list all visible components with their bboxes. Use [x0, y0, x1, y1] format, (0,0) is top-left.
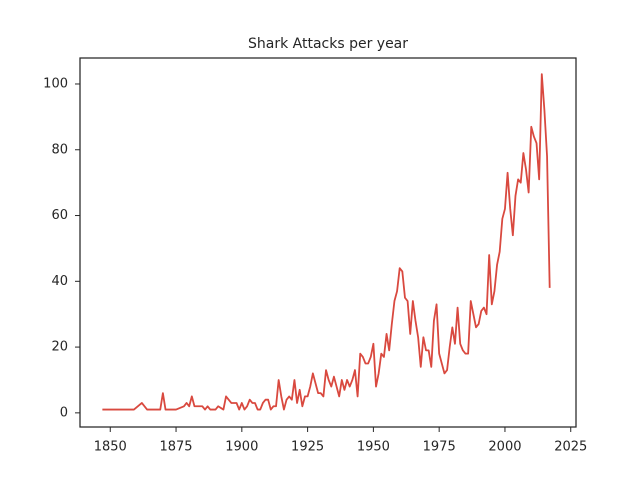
x-tick-label: 1950: [357, 440, 390, 455]
x-tick-label: 1850: [94, 440, 127, 455]
x-tick-label: 1925: [291, 440, 324, 455]
y-tick-label: 0: [60, 405, 68, 420]
y-tick-label: 100: [43, 76, 68, 91]
x-tick-label: 2025: [554, 440, 587, 455]
y-tick-label: 80: [51, 142, 68, 157]
y-tick-label: 40: [51, 274, 68, 289]
x-tick-label: 1875: [159, 440, 192, 455]
y-tick-label: 60: [51, 208, 68, 223]
y-tick-label: 20: [51, 340, 68, 355]
chart-title: Shark Attacks per year: [248, 36, 408, 52]
x-tick-label: 2000: [488, 440, 521, 455]
data-line: [102, 73, 551, 411]
x-tick-label: 1975: [423, 440, 456, 455]
plot-frame: [79, 57, 577, 428]
x-tick-label: 1900: [225, 440, 258, 455]
